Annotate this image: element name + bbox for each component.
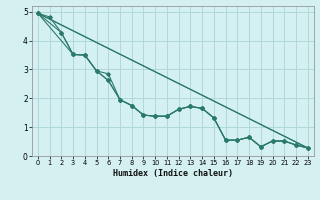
- X-axis label: Humidex (Indice chaleur): Humidex (Indice chaleur): [113, 169, 233, 178]
